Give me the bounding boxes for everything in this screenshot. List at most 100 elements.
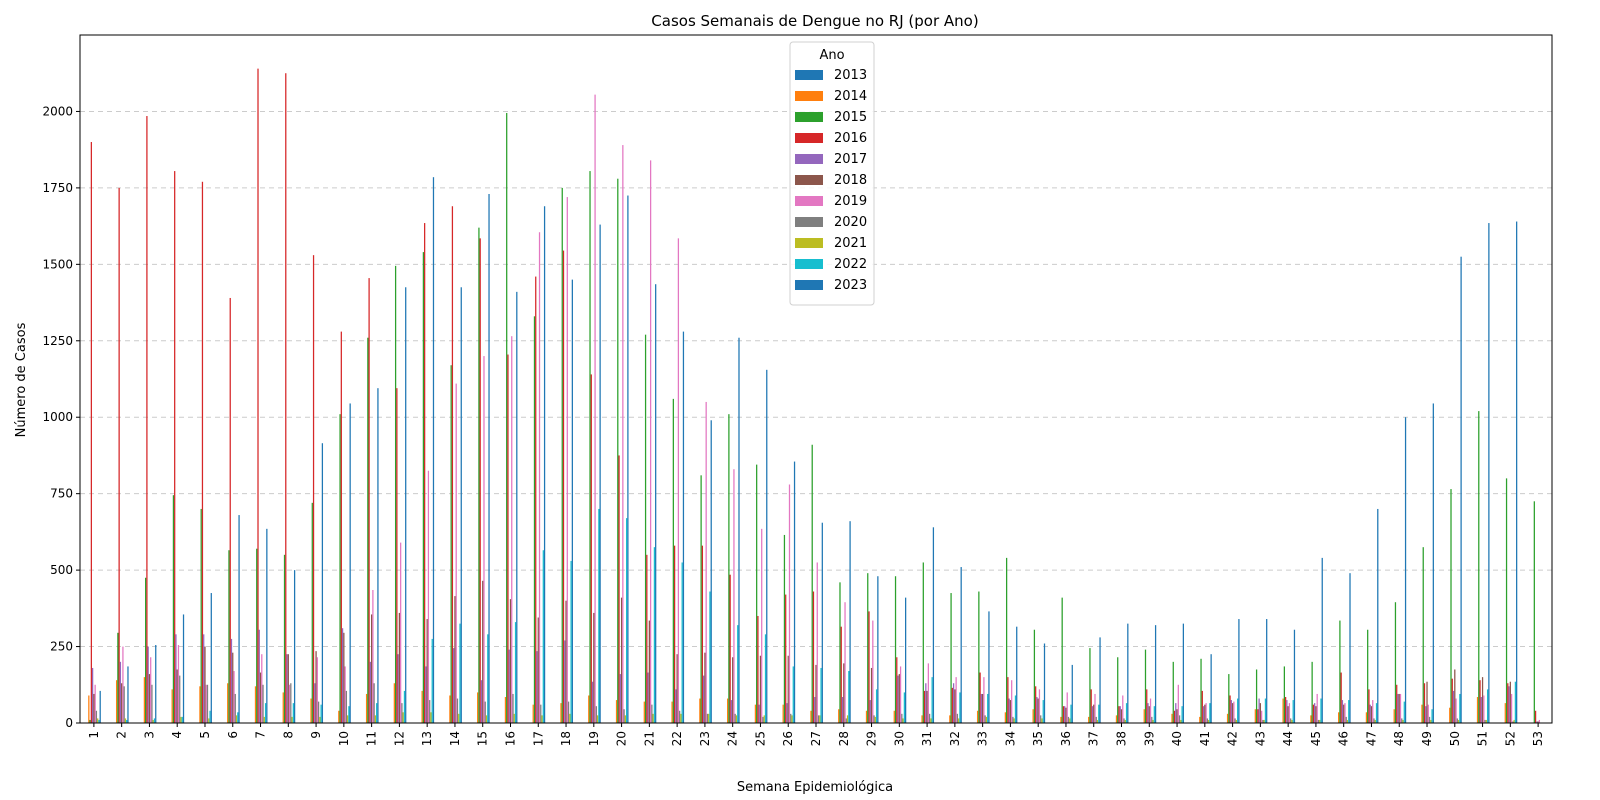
x-tick-label: 51 — [1476, 731, 1490, 746]
bar — [591, 681, 594, 723]
bar — [511, 336, 513, 723]
bar — [180, 716, 182, 723]
bar — [1071, 664, 1073, 723]
bar — [927, 663, 929, 723]
bar — [1507, 683, 1509, 723]
bar — [450, 365, 452, 723]
bar — [150, 657, 152, 723]
bar — [479, 238, 481, 723]
bar — [877, 576, 879, 723]
bar — [682, 331, 685, 723]
bar — [1339, 620, 1341, 723]
x-tick-label: 20 — [615, 731, 629, 746]
y-gridlines — [80, 110, 1552, 724]
bar — [1396, 684, 1398, 723]
bar — [596, 715, 599, 723]
legend-entry: 2013 — [834, 68, 867, 83]
bar — [648, 620, 650, 723]
bar — [175, 634, 177, 723]
y-tick-label: 750 — [50, 487, 73, 501]
bar — [291, 716, 293, 723]
x-tick-label: 25 — [753, 731, 767, 746]
bar — [1231, 703, 1234, 723]
bar — [230, 638, 233, 723]
bar — [1449, 707, 1451, 723]
bar — [155, 645, 157, 723]
bar — [393, 683, 395, 723]
bar — [1452, 690, 1455, 723]
bar — [367, 337, 369, 723]
bar — [1343, 704, 1345, 723]
bar — [710, 420, 712, 723]
bar — [1060, 716, 1062, 723]
bar — [91, 667, 94, 723]
bar — [94, 684, 96, 723]
bar — [931, 677, 933, 723]
bar — [1042, 700, 1044, 723]
bars-group — [88, 68, 1541, 724]
bar — [903, 692, 906, 723]
bar — [458, 713, 460, 723]
bar — [374, 715, 377, 723]
bar — [627, 195, 629, 724]
bar — [1349, 573, 1351, 723]
bar — [1401, 718, 1403, 723]
bar — [338, 710, 340, 723]
x-tick-label: 16 — [503, 731, 517, 746]
bar — [1374, 719, 1376, 723]
bar — [848, 671, 850, 723]
x-tick-label: 35 — [1031, 731, 1045, 746]
bar — [200, 508, 202, 723]
bar — [1266, 619, 1268, 723]
x-tick-label: 9 — [309, 731, 323, 739]
bar — [1317, 719, 1320, 723]
bar — [1455, 698, 1457, 723]
bar — [1283, 666, 1285, 723]
bar — [115, 680, 118, 723]
bar — [1096, 719, 1099, 723]
bar — [729, 574, 731, 723]
bar — [619, 674, 621, 723]
bar — [377, 388, 379, 723]
bar — [339, 414, 341, 723]
bar — [1375, 703, 1378, 723]
bar — [147, 646, 149, 723]
bar — [449, 695, 451, 723]
y-tick-label: 1250 — [42, 334, 73, 348]
x-tick-label: 39 — [1142, 731, 1156, 746]
bar — [480, 680, 483, 723]
x-tick-label: 29 — [865, 731, 879, 746]
bar — [206, 684, 209, 723]
bar — [264, 703, 267, 723]
bar — [1180, 719, 1182, 723]
bar — [1144, 649, 1147, 723]
bar — [229, 297, 231, 723]
bar — [507, 354, 509, 723]
bar — [1237, 698, 1239, 723]
x-tick-label: 19 — [587, 731, 601, 746]
bar — [429, 700, 431, 723]
bar — [341, 628, 344, 723]
bar — [706, 713, 709, 723]
bar — [1122, 695, 1124, 723]
bar — [177, 645, 180, 723]
bar — [643, 701, 645, 723]
bar — [234, 693, 236, 723]
bar — [372, 589, 374, 723]
y-axis: 0 250 500 750 1000 1250 1500 1750 2000 — [42, 104, 80, 730]
bar — [786, 703, 788, 723]
bar — [1513, 719, 1515, 723]
bar — [432, 177, 435, 724]
bar — [1095, 716, 1097, 723]
bar — [320, 704, 322, 723]
bar — [1254, 709, 1256, 723]
bar — [738, 337, 740, 723]
bar — [1480, 697, 1482, 723]
bar — [1369, 704, 1371, 723]
bar — [209, 710, 211, 723]
x-tick-label: 13 — [420, 731, 434, 746]
x-tick-label: 30 — [892, 731, 906, 746]
bar — [1201, 690, 1203, 723]
bar — [921, 715, 923, 723]
